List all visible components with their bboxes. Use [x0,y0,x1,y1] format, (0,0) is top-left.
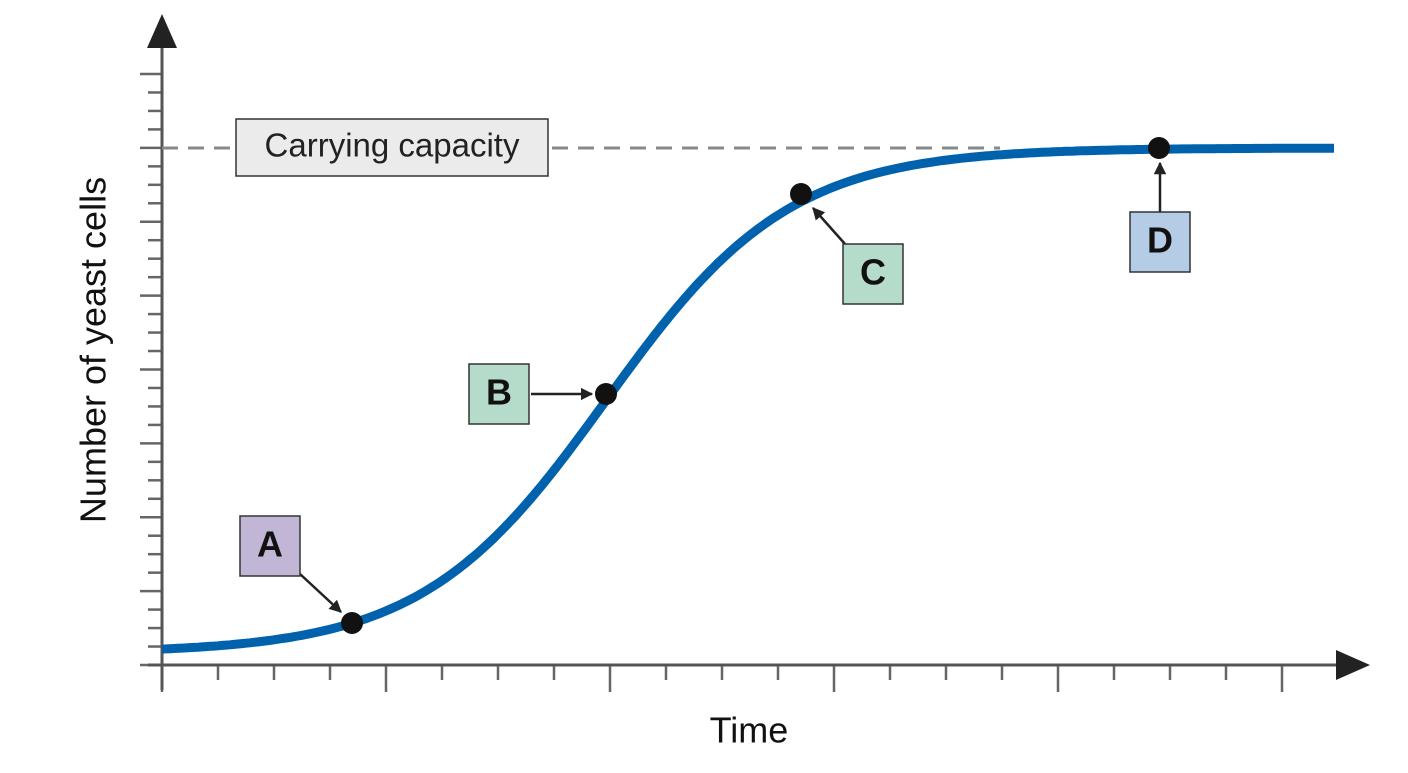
y-axis-title: Number of yeast cells [73,177,114,523]
ticks [140,72,1284,692]
carrying-capacity-label: Carrying capacity [265,127,520,164]
y-axis-arrow [147,14,177,48]
label-box-c [842,243,904,305]
label-box-a [239,515,301,577]
label-box-b [468,363,530,425]
x-axis-arrow [1336,650,1370,680]
point-c [790,183,812,205]
point-label: A [257,524,283,565]
x-axis-title: Time [710,710,789,751]
point-d [1148,137,1170,159]
label-box-d [1129,211,1191,273]
carrying-capacity-box [235,118,549,177]
point-label: C [860,252,886,293]
point-label: B [486,372,512,413]
point-label: D [1147,220,1173,261]
point-b [595,383,617,405]
point-a [341,612,363,634]
arrow-a [299,573,342,613]
arrow-c [812,207,846,245]
